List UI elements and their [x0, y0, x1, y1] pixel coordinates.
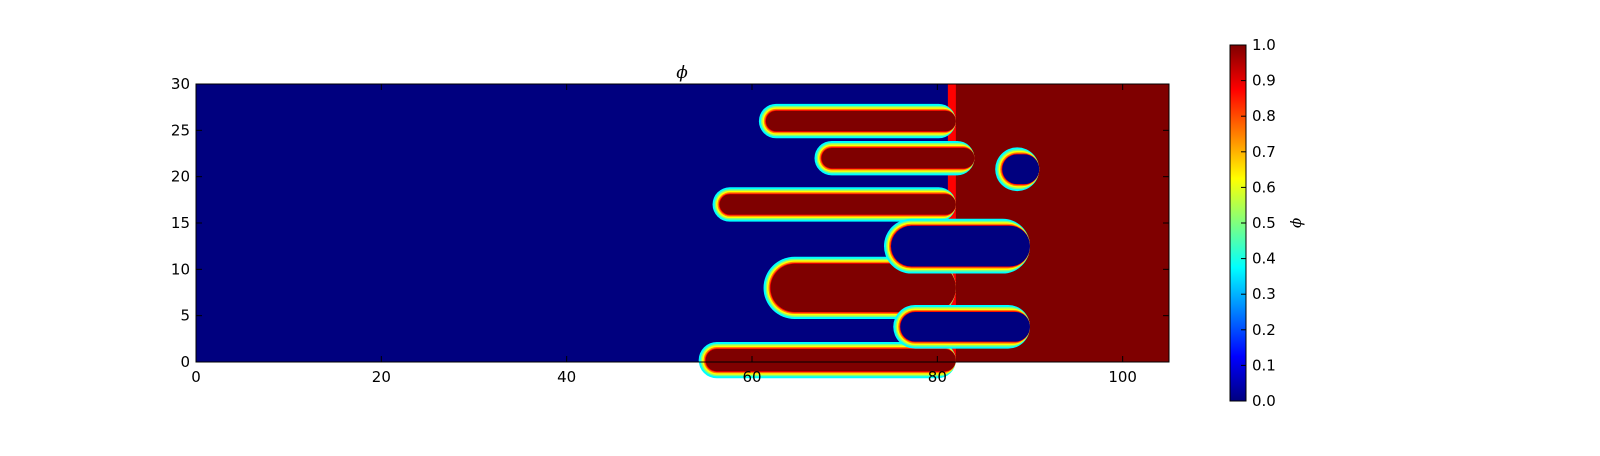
y-tick-label: 30: [171, 75, 190, 93]
finger-layer: [705, 349, 956, 372]
x-tick-label: 60: [742, 368, 761, 386]
y-tick-label: 0: [180, 353, 190, 371]
x-axis: 0 20 40 60 80 100: [191, 84, 1137, 386]
finger-layer: [765, 110, 956, 132]
chart-title: ϕ: [676, 63, 688, 83]
colorbar-label: ϕ: [1289, 218, 1307, 228]
y-tick-label: 20: [171, 168, 190, 186]
finger-3: [763, 256, 956, 319]
finger-0: [712, 187, 956, 222]
colorbar-tick-label: 0.1: [1252, 356, 1276, 374]
finger-layer: [770, 263, 956, 312]
colorbar-tick-label: 0.3: [1252, 285, 1276, 303]
colorbar-tick-label: 0.0: [1252, 392, 1276, 410]
x-tick-label: 40: [557, 368, 576, 386]
hole-layer: [891, 225, 1030, 267]
finger-2: [814, 140, 975, 176]
hole-layer: [900, 311, 1030, 342]
colorbar-tick-label: 0.4: [1252, 250, 1276, 268]
finger-4: [698, 342, 956, 379]
y-tick-label: 10: [171, 260, 190, 278]
x-tick-label: 100: [1108, 368, 1137, 386]
x-tick-label: 80: [928, 368, 947, 386]
hole-7: [995, 147, 1040, 192]
x-tick-label: 20: [372, 368, 391, 386]
y-tick-label: 25: [171, 121, 190, 139]
colorbar: 0.0 0.1 0.2 0.3 0.4 0.5 0.6 0.7 0.8 0.9 1.0 ϕ: [1229, 36, 1307, 410]
y-axis: 0 5 10 15 20 25 30: [171, 75, 1169, 371]
y-tick-label: 5: [180, 307, 190, 325]
finger-layer: [719, 194, 956, 215]
colorbar-tick-label: 0.2: [1252, 321, 1276, 339]
colorbar-tick-label: 0.8: [1252, 107, 1276, 125]
colorbar-tick-label: 0.9: [1252, 72, 1276, 90]
hole-layer: [1002, 154, 1040, 185]
phi-field: [698, 84, 1169, 379]
finger-layer: [821, 147, 975, 169]
y-tick-label: 15: [171, 214, 190, 232]
colorbar-tick-label: 0.6: [1252, 178, 1276, 196]
colorbar-tick-label: 0.7: [1252, 143, 1276, 161]
plot-area: 0 20 40 60 80 100 0 5 10 15 20 25 30: [171, 75, 1170, 386]
hole-5: [884, 218, 1030, 274]
colorbar-tick-label: 0.5: [1252, 214, 1276, 232]
colorbar-ticks: 0.0 0.1 0.2 0.3 0.4 0.5 0.6 0.7 0.8 0.9 1.0: [1241, 36, 1276, 410]
hole-6: [893, 304, 1030, 349]
colorbar-tick-label: 1.0: [1252, 36, 1276, 54]
x-tick-label: 0: [191, 368, 201, 386]
finger-1: [758, 103, 956, 139]
